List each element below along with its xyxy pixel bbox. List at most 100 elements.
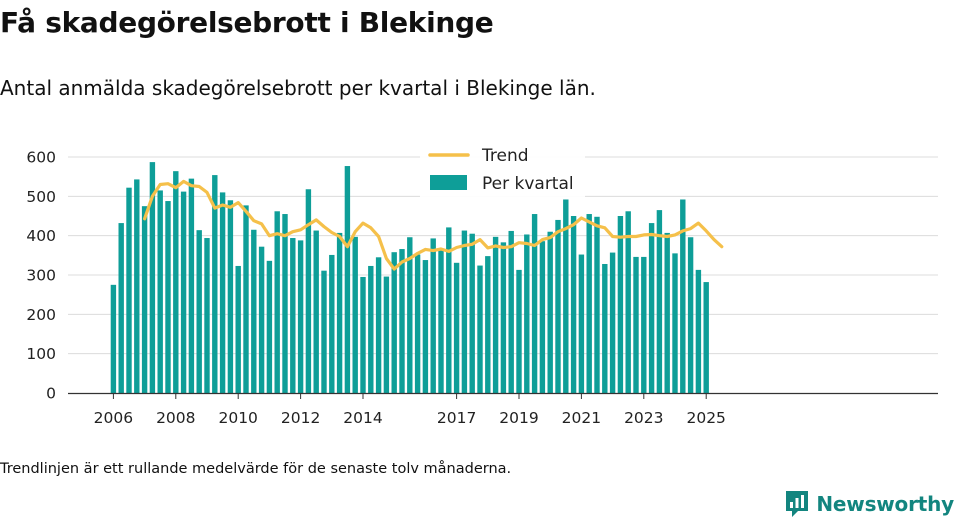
bar xyxy=(461,230,468,393)
y-tick-label: 600 xyxy=(26,149,56,167)
bar xyxy=(141,206,148,393)
bar xyxy=(243,205,249,393)
bar xyxy=(477,265,483,393)
y-tick-label: 200 xyxy=(26,306,56,324)
bar-series xyxy=(110,162,709,393)
bar xyxy=(407,237,413,393)
bar xyxy=(414,254,421,393)
bar xyxy=(204,238,210,393)
y-axis-ticks: 0 100 200 300 400 500 600 xyxy=(26,149,56,403)
bar xyxy=(313,230,319,393)
newsworthy-logo-icon xyxy=(786,491,809,517)
bar xyxy=(680,199,686,393)
bar xyxy=(672,253,678,393)
x-tick-label: 2023 xyxy=(624,409,663,427)
trend-line xyxy=(143,179,724,271)
bar xyxy=(422,260,429,393)
bar xyxy=(391,252,397,393)
bar xyxy=(266,260,273,393)
bar xyxy=(188,178,195,393)
bar xyxy=(399,249,405,393)
x-tick-label: 2025 xyxy=(686,409,725,427)
bar xyxy=(500,242,507,393)
legend-bars-swatch xyxy=(430,175,467,190)
bar xyxy=(157,190,163,393)
bar xyxy=(180,191,187,393)
x-tick-label: 2012 xyxy=(281,409,320,427)
y-tick-label: 500 xyxy=(26,188,56,206)
bar xyxy=(305,189,312,393)
legend-bars-label: Per kvartal xyxy=(482,174,574,194)
x-tick-label: 2006 xyxy=(94,409,133,427)
bar xyxy=(609,252,616,393)
bar xyxy=(555,219,561,393)
x-axis: 2006 2008 2010 2012 2014 2017 2019 2021 2023 2025 xyxy=(68,392,938,427)
bar xyxy=(516,269,522,393)
bar xyxy=(227,200,234,393)
bar xyxy=(329,254,335,393)
bar xyxy=(524,234,530,393)
legend: Trend Per kvartal xyxy=(420,142,585,198)
bar xyxy=(258,246,265,393)
bar xyxy=(625,211,631,393)
bar xyxy=(469,233,475,393)
bar xyxy=(547,231,553,393)
bar xyxy=(297,240,304,393)
brand-name: Newsworthy xyxy=(816,492,954,516)
bar xyxy=(687,237,694,393)
x-tick-label: 2021 xyxy=(562,409,601,427)
chart: 0 100 200 300 400 500 600 2006 2008 2010 2012 2014… xyxy=(26,142,938,427)
bar xyxy=(438,249,444,393)
bar xyxy=(196,230,202,393)
bar xyxy=(344,166,351,393)
bar xyxy=(656,210,663,393)
x-tick-label: 2010 xyxy=(218,409,257,427)
bar xyxy=(149,162,156,393)
bar xyxy=(126,187,132,393)
bar xyxy=(570,216,577,393)
bar xyxy=(586,214,592,393)
bar xyxy=(134,179,140,393)
bar xyxy=(352,236,358,393)
y-tick-label: 300 xyxy=(26,267,56,285)
trend-series xyxy=(143,179,724,271)
bar xyxy=(508,230,514,393)
bar xyxy=(118,223,124,393)
bar xyxy=(212,175,218,393)
bar xyxy=(219,192,226,393)
bar xyxy=(602,263,608,393)
bar xyxy=(360,276,366,393)
bar xyxy=(282,214,288,393)
bar xyxy=(695,269,702,393)
bar xyxy=(290,238,296,393)
bar xyxy=(274,211,280,393)
bar xyxy=(173,171,179,393)
bar xyxy=(664,232,670,393)
bar xyxy=(617,216,624,393)
bar xyxy=(641,256,647,393)
bar xyxy=(594,216,600,393)
bar xyxy=(578,254,585,393)
y-tick-label: 400 xyxy=(26,227,56,245)
bar xyxy=(703,282,709,393)
chart-subtitle: Antal anmälda skadegörelsebrott per kvar… xyxy=(0,76,596,100)
bar xyxy=(648,223,655,393)
bar xyxy=(368,265,374,393)
bar xyxy=(453,262,460,393)
y-tick-label: 0 xyxy=(46,385,56,403)
bar xyxy=(165,201,171,393)
y-tick-label: 100 xyxy=(26,345,56,363)
bar xyxy=(336,232,343,393)
bar xyxy=(492,236,499,393)
legend-trend-label: Trend xyxy=(481,146,529,166)
bar xyxy=(446,227,452,393)
bar xyxy=(235,265,241,393)
bar xyxy=(110,284,117,393)
bar xyxy=(321,270,327,393)
bar xyxy=(430,238,436,393)
bar xyxy=(251,229,257,393)
brand-logo[interactable]: Newsworthy xyxy=(784,489,954,519)
bar xyxy=(383,276,390,393)
bar xyxy=(539,241,546,393)
chart-title: Få skadegörelsebrott i Blekinge xyxy=(0,6,494,39)
